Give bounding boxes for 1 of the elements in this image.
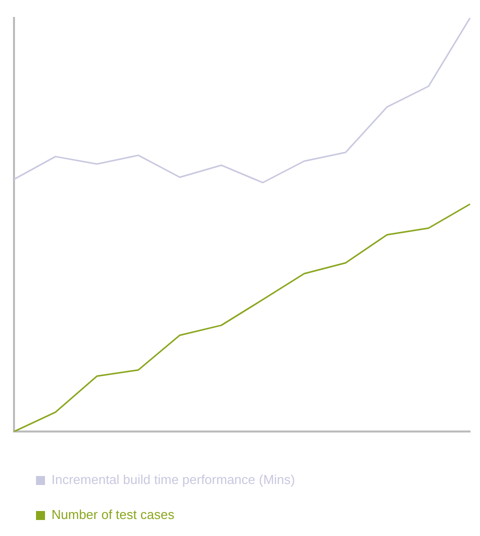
legend-label: Number of test cases — [52, 507, 175, 522]
